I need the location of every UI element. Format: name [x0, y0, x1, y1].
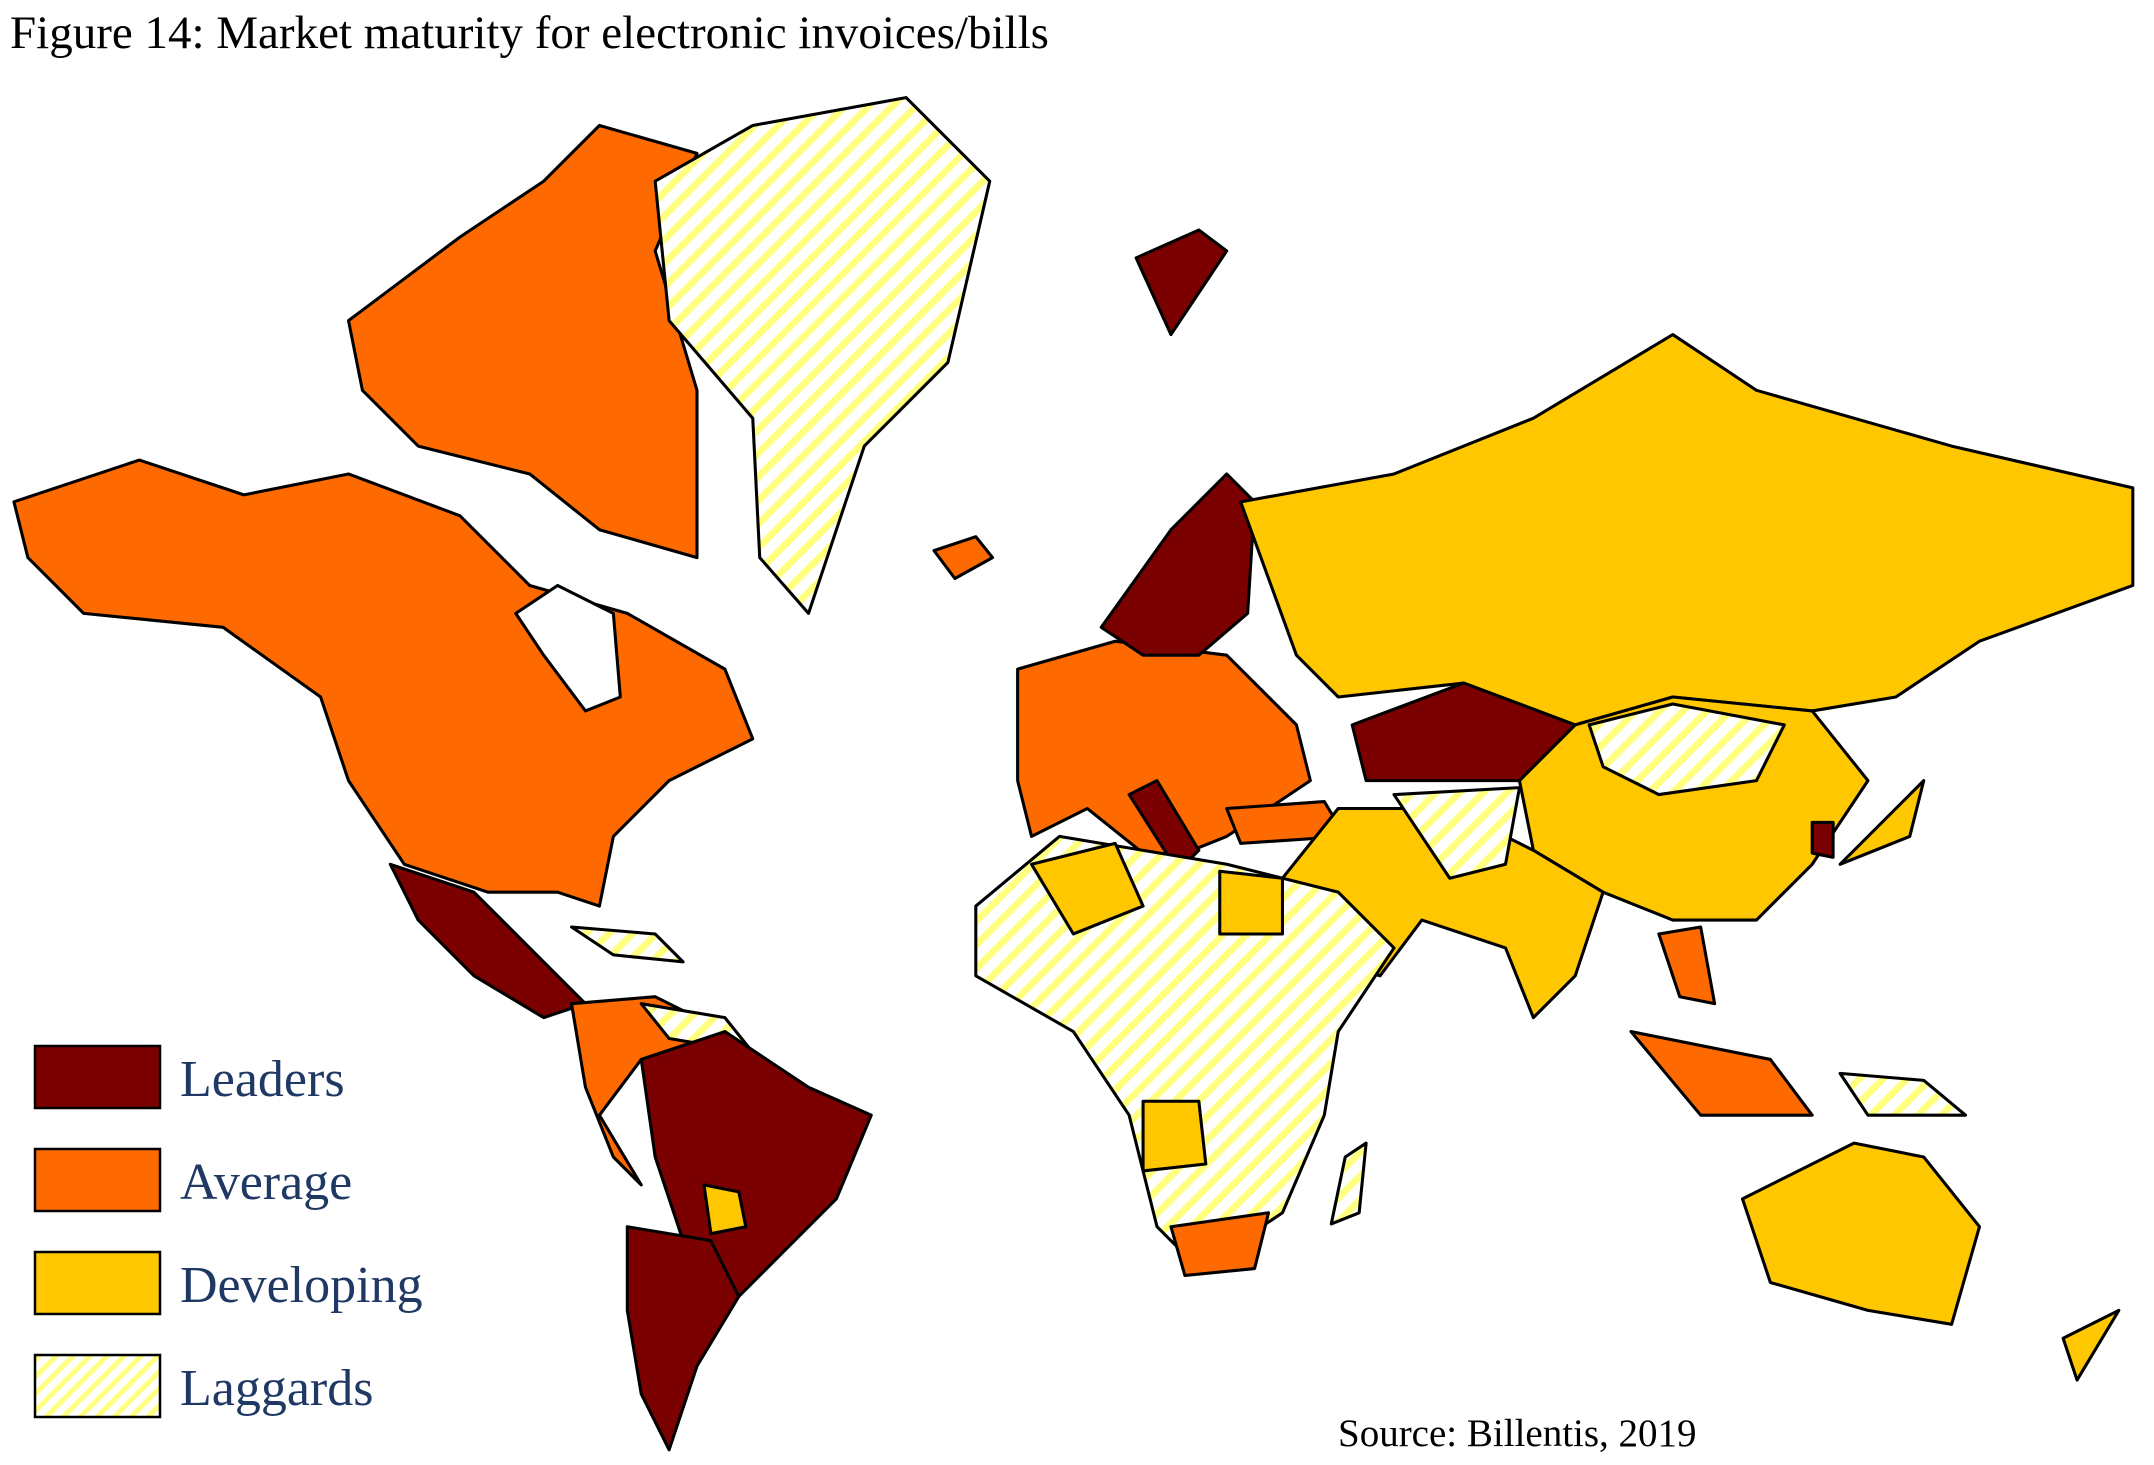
- madagascar: [1329, 1141, 1368, 1226]
- north-america: [12, 458, 755, 908]
- africa: [974, 834, 1396, 1271]
- indonesia: [1629, 1030, 1814, 1117]
- italy: [1127, 779, 1201, 873]
- legend-swatch: [33, 1250, 162, 1316]
- legend-label: Leaders: [180, 1051, 345, 1108]
- paraguay: [702, 1183, 748, 1236]
- arctic-islands: [346, 123, 699, 560]
- algeria: [1030, 841, 1145, 936]
- japan: [1838, 779, 1926, 866]
- southern-cone: [625, 1225, 741, 1452]
- egypt: [1218, 869, 1285, 936]
- new-guinea: [1838, 1071, 1968, 1117]
- legend-swatch: [33, 1147, 162, 1213]
- legend-swatch: [33, 1044, 162, 1110]
- mongolia: [1587, 702, 1786, 797]
- legend-swatch: [33, 1353, 162, 1419]
- legend-label: Average: [180, 1154, 352, 1211]
- southeast-asia: [1657, 925, 1717, 1006]
- angola: [1141, 1099, 1208, 1173]
- australia: [1740, 1141, 1982, 1326]
- figure-title: Figure 14: Market maturity for electroni…: [10, 7, 1049, 59]
- caribbean: [570, 925, 685, 964]
- source-note: Source: Billentis, 2019: [1338, 1412, 1697, 1455]
- korea: [1810, 820, 1835, 859]
- new-zealand: [2061, 1308, 2121, 1382]
- central-asia: [1392, 786, 1521, 880]
- south-africa: [1169, 1211, 1271, 1278]
- svalbard: [1134, 228, 1229, 337]
- greenland: [653, 96, 992, 615]
- legend-label: Laggards: [180, 1360, 373, 1417]
- nordics: [1099, 472, 1257, 657]
- russia: [1239, 333, 2135, 727]
- hudson-bay: [514, 583, 622, 713]
- legend-label: Developing: [180, 1257, 423, 1314]
- iceland: [932, 535, 995, 581]
- legend: Leaders Average Developing Laggards: [33, 1044, 423, 1419]
- world-map: [12, 96, 2135, 1452]
